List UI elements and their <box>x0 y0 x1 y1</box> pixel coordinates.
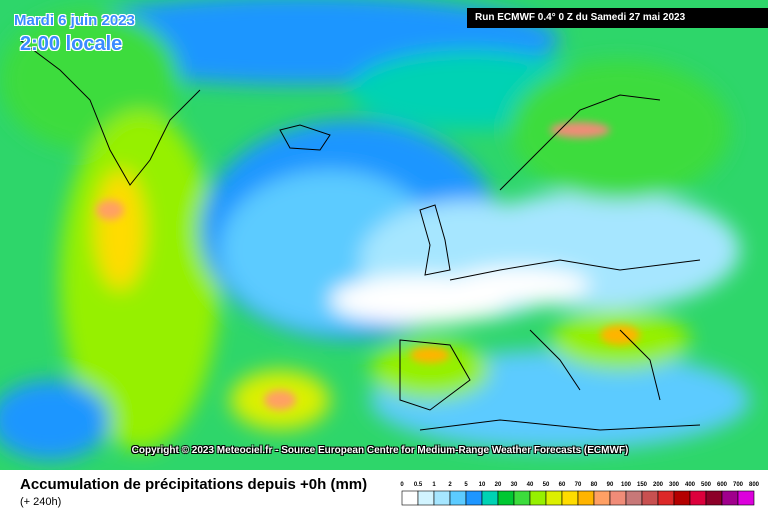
legend-swatch <box>481 490 499 506</box>
legend-tick-label: 30 <box>511 482 518 488</box>
footer-subtitle: (+ 240h) <box>20 496 62 508</box>
legend-tick-label: 80 <box>591 482 598 488</box>
legend-swatch <box>417 490 435 506</box>
legend-tick-label: 5 <box>464 482 468 488</box>
legend-tick-label: 200 <box>653 482 664 488</box>
legend-swatch <box>545 490 563 506</box>
legend-swatch <box>673 490 691 506</box>
legend-swatch <box>401 490 419 506</box>
legend-swatch <box>497 490 515 506</box>
legend-tick-label: 800 <box>749 482 760 488</box>
legend-swatch <box>593 490 611 506</box>
legend-tick-label: 2 <box>448 482 452 488</box>
legend-tick-label: 0.5 <box>414 482 423 488</box>
footer-title: Accumulation de précipitations depuis +0… <box>20 476 368 493</box>
legend-tick-label: 500 <box>701 482 712 488</box>
coastlines <box>19 39 701 431</box>
legend-tick-label: 40 <box>527 482 534 488</box>
legend-tick-label: 70 <box>575 482 582 488</box>
legend-tick-label: 60 <box>559 482 566 488</box>
legend-swatch <box>529 490 547 506</box>
copyright: Copyright © 2023 Meteociel.fr - Source E… <box>131 445 629 456</box>
legend-swatch <box>705 490 723 506</box>
precipitation-map <box>0 0 768 470</box>
legend-tick-label: 600 <box>717 482 728 488</box>
forecast-time: 2:00 locale <box>20 33 123 55</box>
precip-field <box>0 0 750 460</box>
legend-tick-label: 10 <box>479 482 486 488</box>
legend-tick-label: 50 <box>543 482 550 488</box>
legend-swatch <box>449 490 467 506</box>
legend-swatch <box>721 490 739 506</box>
legend-tick-label: 400 <box>685 482 696 488</box>
legend-tick-label: 1 <box>432 482 436 488</box>
legend: 0 0.5 1 2 5 10 20 30 40 50 60 70 80 90 100 150 200 300 400… <box>400 482 760 506</box>
precip-peaks <box>96 122 640 410</box>
legend-swatch <box>689 490 707 506</box>
model-run: Run ECMWF 0.4° 0 Z du Samedi 27 mai 2023 <box>467 8 768 28</box>
legend-tick-label: 0 <box>400 482 404 488</box>
legend-swatch <box>577 490 595 506</box>
legend-swatch <box>513 490 531 506</box>
legend-tick-label: 100 <box>621 482 632 488</box>
legend-tick-label: 700 <box>733 482 744 488</box>
forecast-date: Mardi 6 juin 2023 <box>14 12 135 29</box>
legend-swatch <box>625 490 643 506</box>
legend-tick-label: 90 <box>607 482 614 488</box>
legend-swatch <box>737 490 755 506</box>
legend-swatch <box>641 490 659 506</box>
legend-swatch <box>465 490 483 506</box>
legend-swatch <box>561 490 579 506</box>
legend-swatch <box>657 490 675 506</box>
legend-tick-label: 20 <box>495 482 502 488</box>
legend-swatch <box>433 490 451 506</box>
legend-tick-label: 150 <box>637 482 648 488</box>
footer: Accumulation de précipitations depuis +0… <box>0 470 768 512</box>
legend-swatch <box>609 490 627 506</box>
legend-tick-label: 300 <box>669 482 680 488</box>
